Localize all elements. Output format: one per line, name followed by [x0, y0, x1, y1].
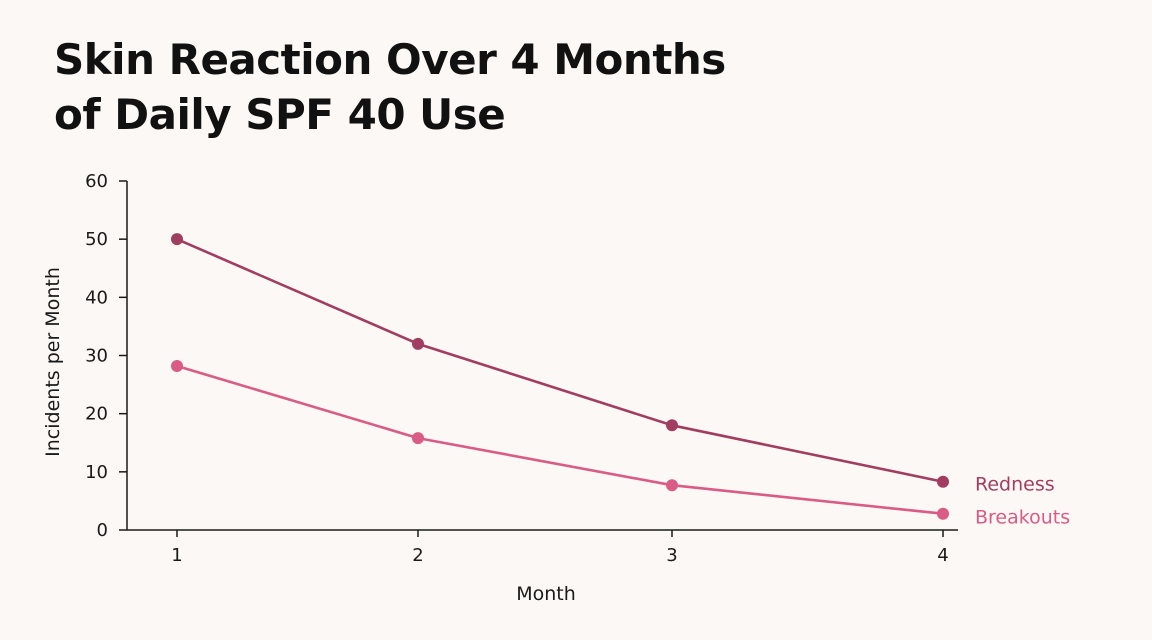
- redness-point: [171, 233, 183, 246]
- axes: [126, 181, 958, 531]
- y-axis-title: Incidents per Month: [42, 267, 64, 457]
- chart-title: Skin Reaction Over 4 Months of Daily SPF…: [54, 32, 726, 142]
- redness-point: [937, 475, 949, 488]
- y-tick-label: 0: [97, 520, 108, 541]
- x-tick-label: 4: [937, 545, 948, 566]
- chart-title-line-1: Skin Reaction Over 4 Months: [54, 35, 726, 84]
- y-tick-label: 10: [85, 462, 108, 483]
- x-tick-label: 1: [171, 545, 182, 566]
- x-ticks: 1 2 3 4: [171, 530, 949, 566]
- x-tick-label: 2: [412, 545, 423, 566]
- redness-line: [175, 237, 945, 484]
- series-layer: Redness Breakouts: [171, 233, 1070, 529]
- redness-point: [666, 419, 678, 432]
- y-tick-label: 60: [85, 171, 108, 192]
- breakouts-point: [666, 479, 678, 492]
- redness-series-label: Redness: [975, 474, 1055, 496]
- chart-title-line-2: of Daily SPF 40 Use: [54, 90, 506, 139]
- redness-point: [412, 337, 424, 350]
- breakouts-series: Breakouts: [171, 359, 1070, 529]
- breakouts-point: [937, 507, 949, 520]
- x-axis-title: Month: [516, 583, 576, 605]
- y-tick-label: 30: [85, 346, 108, 367]
- redness-series: Redness: [171, 233, 1055, 496]
- y-tick-label: 50: [85, 229, 108, 250]
- y-tick-label: 40: [85, 287, 108, 308]
- breakouts-point: [171, 359, 183, 372]
- x-tick-label: 3: [666, 545, 677, 566]
- breakouts-series-label: Breakouts: [975, 507, 1070, 529]
- breakouts-line: [175, 364, 945, 516]
- y-tick-label: 20: [85, 404, 108, 425]
- y-ticks: 0 10 20 30 40 50 60: [85, 171, 127, 541]
- breakouts-point: [412, 432, 424, 445]
